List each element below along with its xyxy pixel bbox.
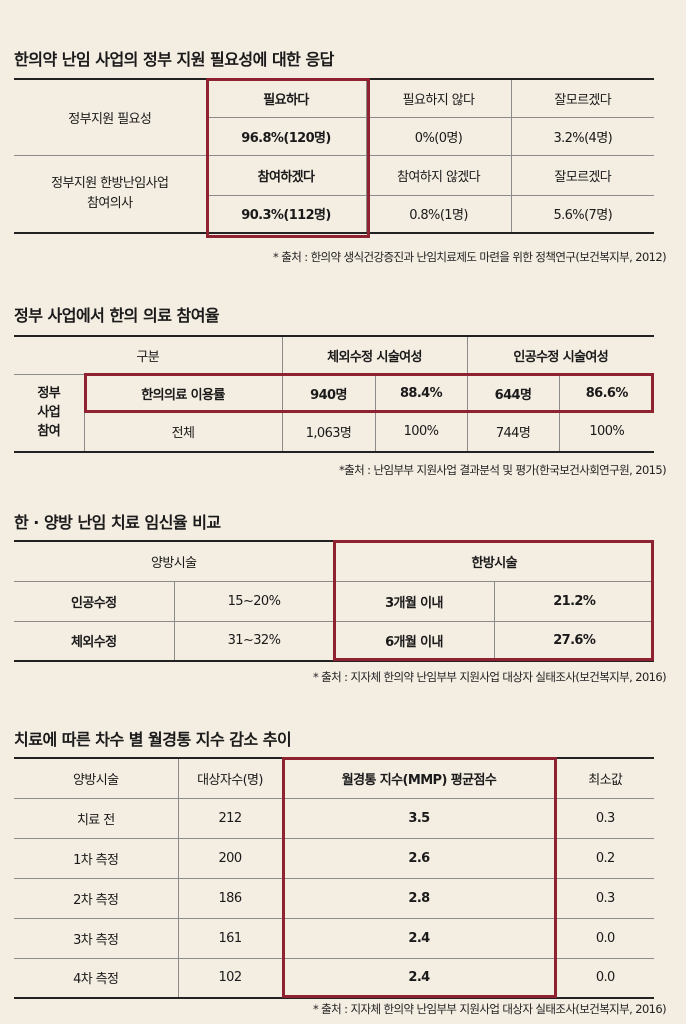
table-cell: 212 bbox=[178, 798, 283, 839]
row-total-cell: 100% bbox=[559, 412, 654, 453]
section1-source: * 출처 : 한의약 생식건강증진과 난임치료제도 마련을 위한 정책연구(보건… bbox=[273, 250, 667, 264]
row-usage-cell: 644명 bbox=[467, 374, 560, 413]
header-category: 구분 bbox=[14, 335, 283, 375]
row1-header-1: 필요하다 bbox=[206, 78, 367, 118]
row1-value-1: 96.8%(120명) bbox=[206, 117, 367, 156]
row-label: 체외수정 bbox=[14, 621, 175, 662]
header-cell: 대상자수(명) bbox=[178, 757, 283, 799]
table-cell: 1차 측정 bbox=[14, 838, 179, 879]
row2-header-2: 참여하지 않겠다 bbox=[366, 155, 512, 196]
western-header: 양방시술 bbox=[14, 540, 335, 582]
row-usage-label: 한의의료 이용률 bbox=[84, 374, 283, 413]
table-cell: 2차 측정 bbox=[14, 878, 179, 919]
header-iui: 인공수정 시술여성 bbox=[467, 335, 654, 375]
row-usage-cell: 940명 bbox=[282, 374, 376, 413]
header-cell: 최소값 bbox=[556, 757, 654, 799]
section3-title: 한 · 양방 난임 치료 임신율 비교 bbox=[14, 513, 221, 532]
table-cell: 2.4 bbox=[282, 958, 557, 999]
section3-source: * 출처 : 지자체 한의약 난임부부 지원사업 대상자 실태조사(보건복지부,… bbox=[312, 670, 667, 684]
table-cell: 4차 측정 bbox=[14, 958, 179, 999]
row2-header-1: 참여하겠다 bbox=[206, 155, 367, 196]
row2-value-2: 0.8%(1명) bbox=[366, 195, 512, 234]
row-total-cell: 744명 bbox=[467, 412, 560, 453]
section2-title: 정부 사업에서 한의 의료 참여율 bbox=[14, 306, 220, 325]
table-cell: 3차 측정 bbox=[14, 918, 179, 959]
table-cell: 0.3 bbox=[556, 878, 654, 919]
row-rate: 27.6% bbox=[494, 621, 654, 662]
side-label: 정부 사업 참여 bbox=[14, 374, 85, 453]
table-cell: 200 bbox=[178, 838, 283, 879]
header-cell: 월경통 지수(MMP) 평균점수 bbox=[282, 757, 557, 799]
table-cell: 3.5 bbox=[282, 798, 557, 839]
row-total-cell: 1,063명 bbox=[282, 412, 376, 453]
section4-source: * 출처 : 지자체 한의약 난임부부 지원사업 대상자 실태조사(보건복지부,… bbox=[312, 1002, 667, 1016]
row-total-label: 전체 bbox=[84, 412, 283, 453]
row2-value-1: 90.3%(112명) bbox=[206, 195, 367, 234]
row2-label: 정부지원 한방난임사업 참여의사 bbox=[14, 155, 207, 234]
row-usage-cell: 86.6% bbox=[559, 374, 654, 413]
row-period: 6개월 이내 bbox=[334, 621, 495, 662]
row2-header-3: 잘모르겠다 bbox=[511, 155, 654, 196]
mmp-table: 양방시술 대상자수(명) 월경통 지수(MMP) 평균점수 최소값 치료 전 2… bbox=[14, 757, 654, 999]
participation-table: 구분 체외수정 시술여성 인공수정 시술여성 정부 사업 참여 한의의료 이용률… bbox=[14, 335, 654, 453]
table-cell: 2.4 bbox=[282, 918, 557, 959]
table-cell: 102 bbox=[178, 958, 283, 999]
section2-source: *출처 : 난임부부 지원사업 결과분석 및 평가(한국보건사회연구원, 201… bbox=[339, 463, 667, 477]
govt-support-table: 정부지원 필요성 필요하다 필요하지 않다 잘모르겠다 96.8%(120명) … bbox=[14, 78, 654, 234]
table-cell: 0.2 bbox=[556, 838, 654, 879]
table-cell: 2.8 bbox=[282, 878, 557, 919]
row-rate: 21.2% bbox=[494, 581, 654, 622]
row-usage-cell: 88.4% bbox=[375, 374, 468, 413]
table-cell: 0.0 bbox=[556, 918, 654, 959]
row-value: 15~20% bbox=[174, 581, 335, 622]
header-ivf: 체외수정 시술여성 bbox=[282, 335, 468, 375]
row1-value-3: 3.2%(4명) bbox=[511, 117, 654, 156]
row-value: 31~32% bbox=[174, 621, 335, 662]
row-period: 3개월 이내 bbox=[334, 581, 495, 622]
table-cell: 186 bbox=[178, 878, 283, 919]
section1-title: 한의약 난임 사업의 정부 지원 필요성에 대한 응답 bbox=[14, 50, 334, 69]
row2-value-3: 5.6%(7명) bbox=[511, 195, 654, 234]
table-cell: 2.6 bbox=[282, 838, 557, 879]
pregnancy-rate-table: 양방시술 한방시술 인공수정 15~20% 3개월 이내 21.2% 체외수정 … bbox=[14, 540, 654, 662]
row1-value-2: 0%(0명) bbox=[366, 117, 512, 156]
table-cell: 161 bbox=[178, 918, 283, 959]
table-cell: 치료 전 bbox=[14, 798, 179, 839]
row1-header-3: 잘모르겠다 bbox=[511, 78, 654, 118]
row1-header-2: 필요하지 않다 bbox=[366, 78, 512, 118]
table-cell: 0.0 bbox=[556, 958, 654, 999]
row1-label: 정부지원 필요성 bbox=[14, 78, 207, 156]
row-label: 인공수정 bbox=[14, 581, 175, 622]
row-total-cell: 100% bbox=[375, 412, 468, 453]
header-cell: 양방시술 bbox=[14, 757, 179, 799]
korean-header: 한방시술 bbox=[334, 540, 654, 582]
table-cell: 0.3 bbox=[556, 798, 654, 839]
section4-title: 치료에 따른 차수 별 월경통 지수 감소 추이 bbox=[14, 730, 292, 749]
